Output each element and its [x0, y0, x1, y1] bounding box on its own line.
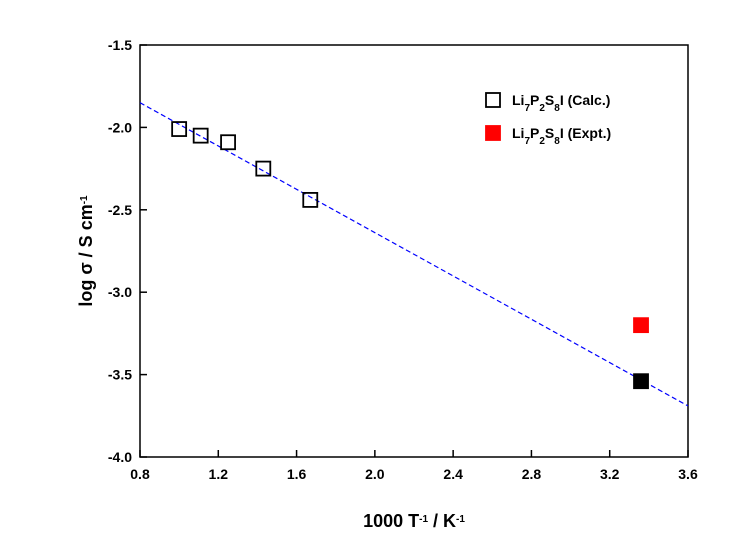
label-part: 8: [554, 136, 560, 147]
point: [220, 134, 236, 151]
x-tick-label: 0.8: [130, 466, 150, 482]
x-tick-label: 2.8: [522, 466, 542, 482]
point: [192, 127, 209, 144]
x-tick-label: 3.2: [600, 466, 620, 482]
y-tick-label: -2.5: [108, 202, 132, 218]
x-tick-label: 2.4: [443, 466, 463, 482]
label-part: Li: [512, 92, 524, 108]
y-axis-label: log σ / S cm-1: [76, 195, 96, 307]
label-part: / K: [428, 511, 456, 531]
label-part: P: [530, 125, 539, 141]
y-tick-label: -3.5: [108, 367, 132, 383]
label-part: -1: [79, 195, 90, 204]
point: [633, 317, 649, 334]
y-tick-label: -4.0: [108, 449, 132, 465]
y-tick-label: -1.5: [108, 37, 132, 53]
label-part: 1000 T: [363, 511, 419, 531]
point: [633, 373, 649, 390]
label-part: 7: [524, 136, 530, 147]
y-tick-label: -2.0: [108, 119, 132, 135]
x-tick-label: 1.2: [209, 466, 229, 482]
point: [171, 121, 188, 137]
label-part: Li: [512, 125, 524, 141]
x-tick-label: 1.6: [287, 466, 307, 482]
label-part: 7: [524, 103, 530, 114]
legend-marker: [485, 92, 501, 108]
label-part: I (Expt.): [560, 125, 611, 141]
point: [302, 192, 319, 208]
y-tick-label: -3.0: [108, 284, 132, 300]
label-part: S: [545, 125, 554, 141]
label-part: 2: [539, 103, 545, 114]
label-part: I (Calc.): [560, 92, 611, 108]
x-tick-label: 2.0: [365, 466, 385, 482]
label-part: 8: [554, 103, 560, 114]
legend-label: Li7P2S8I (Calc.): [512, 92, 610, 114]
label-part: S: [545, 92, 554, 108]
legend-label: Li7P2S8I (Expt.): [512, 125, 611, 147]
plot-frame: [139, 44, 689, 458]
legend-marker: [485, 125, 501, 141]
label-part: -1: [419, 514, 428, 525]
point: [255, 160, 272, 177]
label-part: log σ / S cm: [76, 204, 96, 306]
label-part: 2: [539, 136, 545, 147]
label-part: P: [530, 92, 539, 108]
fit-line: [139, 102, 689, 407]
x-axis-label: 1000 T-1 / K-1: [363, 511, 465, 531]
label-part: -1: [456, 514, 465, 525]
x-tick-label: 3.6: [678, 466, 698, 482]
